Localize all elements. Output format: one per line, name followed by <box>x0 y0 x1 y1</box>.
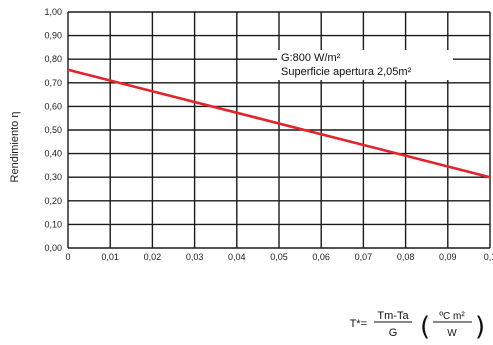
y-tick-label: 0,90 <box>44 31 62 41</box>
y-tick-label: 0,80 <box>44 54 62 64</box>
x-tick-label: 0,1 <box>484 252 493 262</box>
y-tick-label: 0,30 <box>44 172 62 182</box>
y-tick-label: 1,00 <box>44 7 62 17</box>
annotation-background <box>277 50 453 80</box>
y-tick-label: 0,00 <box>44 243 62 253</box>
formula-unit-denominator: W <box>447 328 457 339</box>
y-axis-label: Rendimiento η <box>9 112 21 183</box>
x-tick-label: 0,06 <box>312 252 330 262</box>
y-tick-label: 0,10 <box>44 219 62 229</box>
x-tick-label: 0,07 <box>355 252 373 262</box>
formula-numerator: Tm-Ta <box>377 310 409 322</box>
y-tick-label: 0,50 <box>44 125 62 135</box>
x-tick-label: 0,01 <box>101 252 119 262</box>
formula-denominator: G <box>389 327 398 339</box>
formula-unit-numerator: ºC m² <box>439 311 465 322</box>
x-tick-label: 0,02 <box>144 252 162 262</box>
x-tick-label: 0,08 <box>397 252 415 262</box>
y-tick-label: 0,70 <box>44 78 62 88</box>
y-tick-label: 0,40 <box>44 149 62 159</box>
annotation-irradiance: G:800 W/m² <box>281 52 341 64</box>
formula-right-paren: ) <box>475 312 485 342</box>
x-tick-label: 0,05 <box>270 252 288 262</box>
x-tick-label: 0,03 <box>186 252 204 262</box>
formula-lhs: T*= <box>350 318 367 330</box>
efficiency-series-line <box>67 68 491 179</box>
y-tick-labels: 0,00 0,10 0,20 0,30 0,40 0,50 0,60 0,70 0,80 0,90… <box>44 7 62 253</box>
x-tick-label: 0 <box>65 252 70 262</box>
x-tick-labels: 0 0,01 0,02 0,03 0,04 0,05 0,06 0,07 0,08 0,09 0,1 <box>65 252 493 262</box>
x-tick-label: 0,09 <box>439 252 457 262</box>
chart-grid <box>67 11 491 249</box>
y-tick-label: 0,20 <box>44 196 62 206</box>
formula-left-paren: ( <box>420 312 430 342</box>
reduced-temperature-formula: T*= Tm-Ta G ( ºC m² W ) <box>350 310 486 342</box>
series-lines <box>67 68 491 179</box>
annotation-aperture-area: Superficie apertura 2,05m² <box>281 66 412 78</box>
y-tick-label: 0,60 <box>44 101 62 111</box>
x-tick-label: 0,04 <box>228 252 246 262</box>
